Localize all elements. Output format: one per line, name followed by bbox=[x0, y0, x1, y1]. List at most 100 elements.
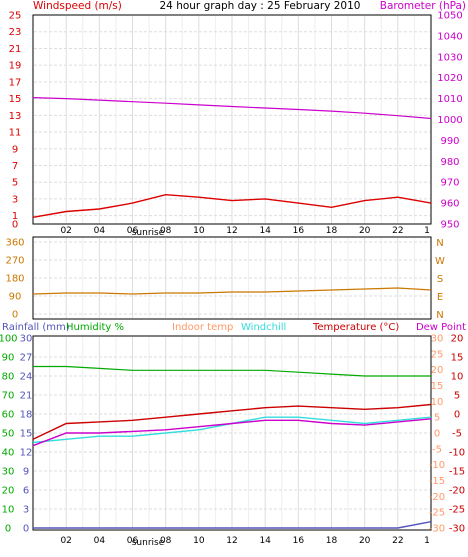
rainfall-tick-label: 30 bbox=[20, 334, 33, 345]
temperature-tick-label: 20 bbox=[431, 365, 444, 376]
compass-label: S bbox=[437, 274, 443, 285]
humidity-tick-label: 10 bbox=[2, 505, 15, 516]
rainfall-tick-label: 12 bbox=[20, 448, 33, 459]
temperature-tick-label-outer: 5 bbox=[454, 391, 460, 402]
windspeed-tick-label: 0 bbox=[12, 220, 18, 231]
time-tick-label: 12 bbox=[226, 226, 237, 236]
temperature-tick-label-outer: -30 bbox=[449, 524, 465, 535]
direction-tick-label: 90 bbox=[9, 292, 22, 303]
series-wind-direction bbox=[32, 287, 432, 295]
grid-lines bbox=[34, 16, 430, 529]
legend-dew-point: Dew Point bbox=[416, 322, 466, 333]
windspeed-tick-label: 19 bbox=[9, 61, 22, 72]
time-tick-label: 1 bbox=[424, 226, 430, 236]
windspeed-axis-label: Windspeed (m/s) bbox=[33, 0, 122, 12]
series-windspeed bbox=[32, 193, 432, 218]
compass-label: W bbox=[435, 256, 445, 267]
chart-title: 24 hour graph day : 25 February 2010 bbox=[160, 0, 361, 12]
humidity-tick-label: 60 bbox=[2, 410, 15, 421]
time-tick-label: 18 bbox=[326, 226, 338, 236]
legend-rainfall: Rainfall (mm) bbox=[2, 322, 70, 333]
windspeed-tick-label: 17 bbox=[9, 77, 22, 88]
rainfall-tick-label: 21 bbox=[20, 391, 33, 402]
temperature-tick-label: -25 bbox=[429, 508, 445, 519]
humidity-tick-label: 40 bbox=[2, 448, 15, 459]
temperature-tick-label: -15 bbox=[429, 476, 445, 487]
rainfall-tick-label: 18 bbox=[20, 410, 33, 421]
temperature-tick-label: 10 bbox=[431, 397, 444, 408]
barometer-tick-label: 1040 bbox=[437, 31, 462, 42]
time-tick-label: 14 bbox=[259, 226, 271, 236]
barometer-tick-label: 990 bbox=[440, 136, 459, 147]
windspeed-tick-label: 7 bbox=[12, 161, 18, 172]
temperature-tick-label: -5 bbox=[432, 444, 442, 455]
barometer-tick-label: 1010 bbox=[437, 94, 462, 105]
humidity-tick-label: 90 bbox=[2, 353, 15, 364]
barometer-tick-label: 1020 bbox=[437, 73, 462, 84]
temperature-tick-label: 15 bbox=[431, 381, 444, 392]
legend-indoor-temp: Indoor temp bbox=[172, 322, 233, 333]
windspeed-tick-label: 3 bbox=[12, 194, 18, 205]
windspeed-tick-label: 5 bbox=[12, 178, 18, 189]
barometer-tick-label: 1000 bbox=[437, 115, 462, 126]
direction-tick-label: 360 bbox=[5, 238, 24, 249]
temperature-tick-label: -20 bbox=[429, 492, 445, 503]
time-tick-label: 20 bbox=[359, 226, 371, 236]
barometer-tick-label: 950 bbox=[440, 220, 459, 231]
barometer-axis-label: Barometer (hPa) bbox=[380, 0, 466, 12]
barometer-tick-label: 1050 bbox=[437, 11, 462, 22]
windspeed-tick-label: 13 bbox=[9, 111, 22, 122]
humidity-tick-label: 80 bbox=[2, 372, 15, 383]
time-tick-label: 16 bbox=[293, 226, 305, 236]
legend-temperature: Temperature (°C) bbox=[312, 322, 399, 333]
series-temperature bbox=[32, 403, 432, 440]
windspeed-tick-label: 25 bbox=[9, 11, 22, 22]
rainfall-tick-label: 6 bbox=[23, 486, 29, 497]
time-tick-label: 02 bbox=[60, 226, 71, 236]
windspeed-tick-label: 23 bbox=[9, 27, 22, 38]
time-tick-label: 20 bbox=[359, 536, 371, 546]
windspeed-tick-label: 21 bbox=[9, 44, 22, 55]
sunrise-label-bottom: sunrise bbox=[132, 538, 165, 548]
compass-label: E bbox=[437, 292, 443, 303]
humidity-tick-label: 20 bbox=[2, 486, 15, 497]
barometer-tick-label: 970 bbox=[440, 178, 459, 189]
time-tick-label: 16 bbox=[293, 536, 305, 546]
sunrise-label-top: sunrise bbox=[132, 228, 165, 238]
time-tick-label: 04 bbox=[94, 536, 106, 546]
temperature-tick-label: 30 bbox=[431, 334, 444, 345]
time-tick-label: 14 bbox=[259, 536, 271, 546]
temperature-tick-label: 25 bbox=[431, 349, 444, 360]
temperature-tick-label: 5 bbox=[434, 413, 440, 424]
time-tick-label: 06 bbox=[127, 226, 139, 236]
time-tick-label: 02 bbox=[60, 536, 71, 546]
tick-labels: 02 04 06 08 10 12 14 16 18 20 22 102 04 06 08 10 12 14 16 1… bbox=[0, 11, 465, 547]
rainfall-tick-label: 0 bbox=[23, 524, 29, 535]
windspeed-tick-label: 9 bbox=[12, 144, 18, 155]
time-tick-label: 22 bbox=[392, 536, 403, 546]
rainfall-tick-label: 3 bbox=[23, 505, 29, 516]
rainfall-tick-label: 15 bbox=[20, 429, 33, 440]
temperature-tick-label-outer: -10 bbox=[449, 448, 465, 459]
series-rainfall bbox=[33, 521, 432, 529]
barometer-tick-label: 980 bbox=[440, 157, 459, 168]
rainfall-tick-label: 9 bbox=[23, 467, 29, 478]
series-humidity bbox=[33, 365, 431, 377]
compass-label: N bbox=[436, 238, 443, 249]
time-tick-label: 10 bbox=[193, 226, 205, 236]
humidity-tick-label: 30 bbox=[2, 467, 15, 478]
time-tick-label: 1 bbox=[424, 536, 430, 546]
humidity-tick-label: 70 bbox=[2, 391, 15, 402]
legend-humidity: Humidity % bbox=[66, 322, 124, 333]
direction-tick-label: 270 bbox=[5, 256, 24, 267]
legend-windchill: Windchill bbox=[241, 322, 286, 333]
humidity-tick-label: 100 bbox=[0, 334, 18, 345]
barometer-tick-label: 1030 bbox=[437, 52, 462, 63]
time-tick-label: 06 bbox=[127, 536, 139, 546]
time-tick-label: 08 bbox=[160, 226, 172, 236]
direction-tick-label: 0 bbox=[12, 310, 18, 321]
temperature-tick-label-outer: -15 bbox=[449, 467, 465, 478]
temperature-tick-label-outer: -20 bbox=[449, 486, 465, 497]
series-barometer bbox=[32, 97, 432, 120]
temperature-tick-label-outer: 20 bbox=[451, 334, 464, 345]
